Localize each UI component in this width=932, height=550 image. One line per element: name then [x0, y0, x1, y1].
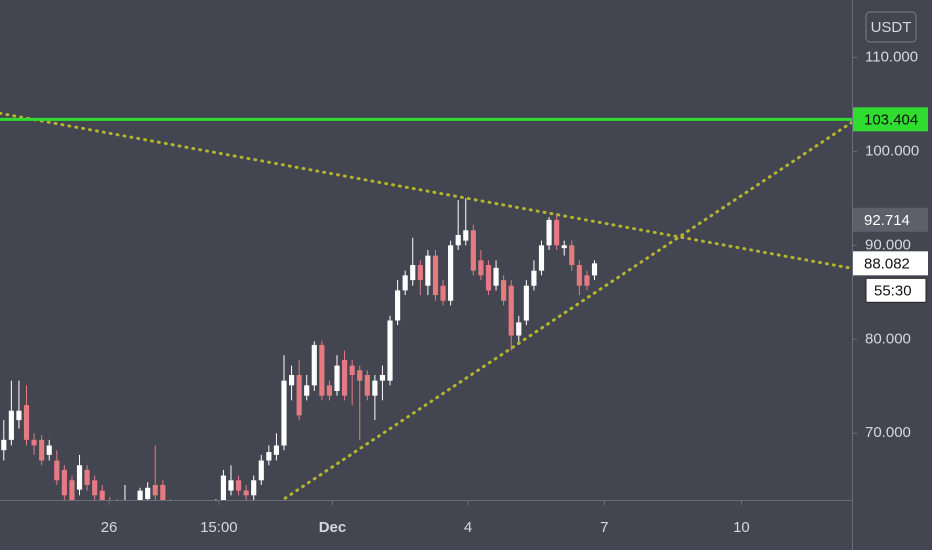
candle-body — [538, 245, 545, 271]
candle-body — [493, 267, 499, 286]
candle-body — [463, 230, 469, 241]
candle-body — [54, 460, 60, 481]
trendline — [283, 120, 852, 500]
price-label-box — [853, 107, 928, 132]
candle-body — [455, 234, 461, 246]
currency[interactable]: USDT — [871, 19, 912, 36]
candle-body — [334, 365, 340, 391]
candle-body — [84, 469, 90, 485]
candle-body — [531, 270, 537, 286]
candle-body — [554, 219, 560, 246]
candle-body — [152, 484, 158, 496]
candle-body — [584, 275, 590, 286]
candle-body — [508, 285, 514, 336]
x-tick-label: Dec — [319, 519, 347, 536]
candle-body — [470, 230, 476, 271]
candle-body — [379, 375, 386, 381]
candle-body — [357, 370, 363, 381]
last-price-box — [853, 251, 928, 276]
x-tick-label: 4 — [464, 519, 472, 536]
candle-body — [501, 280, 507, 301]
candle-body — [296, 375, 302, 416]
candle-body — [478, 260, 484, 276]
candle-body — [395, 290, 401, 321]
candle-body — [69, 480, 75, 500]
plot-area — [0, 111, 852, 500]
candle-body — [92, 480, 98, 496]
candle-body — [228, 480, 234, 491]
trendline — [0, 111, 852, 270]
candle-body — [243, 490, 249, 496]
candle-body — [561, 245, 567, 249]
candle-body — [145, 487, 151, 500]
x-tick-label: 10 — [733, 519, 750, 536]
y-tick-label: 80.000 — [865, 330, 911, 347]
candle-body — [273, 445, 280, 455]
countdown-box — [865, 277, 927, 303]
candle-body — [372, 380, 378, 396]
candle-body — [288, 375, 295, 386]
candle-body — [220, 475, 226, 500]
candle-body — [387, 320, 393, 381]
candle-body — [137, 490, 143, 500]
candle-body — [23, 405, 30, 440]
y-tick-label: 70.000 — [865, 424, 911, 441]
candle-body — [46, 445, 52, 455]
candle-body — [448, 245, 454, 301]
last-price-label: 88.082 — [864, 255, 910, 272]
y-tick-label: 100.000 — [865, 142, 919, 159]
candle-body — [432, 255, 439, 296]
candle-body — [8, 410, 14, 440]
candle-body — [258, 460, 264, 481]
candle-body — [16, 410, 22, 421]
candle-body — [1, 439, 7, 451]
candle-body — [319, 344, 325, 396]
x-tick-label: 15:00 — [200, 519, 238, 536]
candle-body — [326, 385, 333, 396]
candle-body — [76, 465, 83, 490]
candle-body — [569, 245, 575, 266]
candle-body — [311, 344, 317, 386]
candle-body — [440, 285, 446, 301]
candle-body — [591, 263, 598, 276]
candle-body — [516, 322, 522, 336]
candle-body — [485, 265, 492, 291]
high-marker-box — [853, 207, 928, 232]
candle-body — [99, 490, 105, 500]
candle-body — [160, 484, 166, 500]
candle-body — [349, 365, 355, 375]
candle-body — [251, 480, 257, 496]
candle-body — [304, 385, 310, 396]
candle-body — [266, 452, 272, 461]
candle-body — [425, 255, 431, 286]
candle-body — [417, 265, 423, 281]
candle-body — [342, 359, 348, 396]
candle-body — [281, 380, 287, 446]
candle-body — [410, 265, 416, 281]
y-tick-label: 110.000 — [865, 48, 918, 65]
y-tick-label: 90.000 — [865, 236, 911, 253]
candle-body — [402, 275, 408, 291]
x-tick-label: 7 — [600, 519, 608, 536]
candle-body — [61, 469, 67, 496]
candle-body — [523, 285, 529, 321]
candle-body — [576, 265, 582, 286]
candle-body — [235, 480, 242, 491]
x-tick-label: 26 — [101, 519, 118, 536]
candle-body — [39, 439, 45, 461]
candle-body — [546, 219, 552, 246]
price-label: 103.404 — [864, 111, 918, 128]
candle-body — [31, 439, 37, 446]
countdown: 55:30 — [874, 282, 912, 299]
candle-body — [364, 375, 370, 396]
high-marker-label: 92.714 — [864, 212, 910, 229]
currency-box[interactable] — [865, 11, 917, 43]
